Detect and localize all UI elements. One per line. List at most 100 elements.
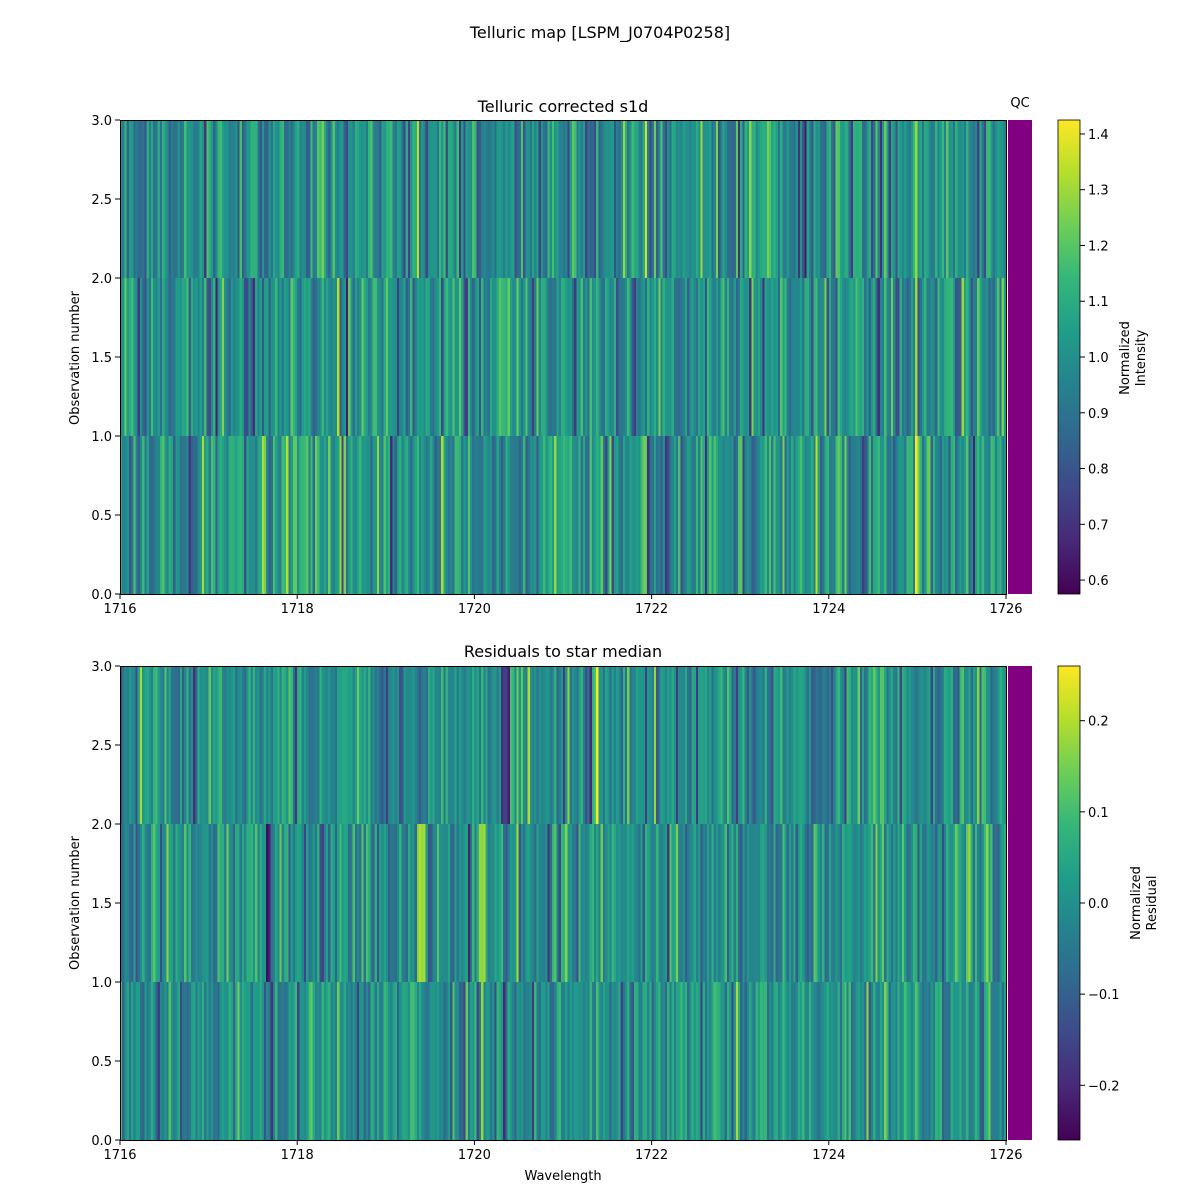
heatmap-cell xyxy=(890,278,894,436)
heatmap-cell xyxy=(556,436,559,594)
heatmap-cell xyxy=(137,436,141,594)
heatmap-cell xyxy=(374,982,378,1140)
heatmap-cell xyxy=(742,982,746,1140)
heatmap-cell xyxy=(822,824,825,982)
heatmap-cell xyxy=(436,666,440,824)
heatmap-cell xyxy=(213,824,216,982)
heatmap-cell xyxy=(226,982,229,1140)
heatmap-cell xyxy=(713,982,717,1140)
heatmap-cell xyxy=(977,120,980,278)
heatmap-cell xyxy=(317,436,320,594)
heatmap-cell xyxy=(195,666,198,824)
heatmap-cell xyxy=(217,982,221,1140)
heatmap-cell xyxy=(640,982,644,1140)
heatmap-cell xyxy=(352,982,356,1140)
heatmap-cell xyxy=(817,824,821,982)
heatmap-cell xyxy=(906,982,909,1140)
heatmap-cell xyxy=(924,120,927,278)
heatmap-cell xyxy=(474,824,478,982)
heatmap-cell xyxy=(292,824,296,982)
heatmap-cell xyxy=(292,278,296,436)
colorbar-tick-label: 0.6 xyxy=(1088,574,1109,589)
heatmap-cell xyxy=(199,824,203,982)
heatmap-cell xyxy=(631,278,635,436)
heatmap-cell xyxy=(653,120,657,278)
heatmap-cell xyxy=(822,436,825,594)
heatmap-cell xyxy=(527,278,531,436)
heatmap-cell xyxy=(146,120,150,278)
heatmap-cell xyxy=(698,120,701,278)
heatmap-cell xyxy=(396,666,400,824)
heatmap-cell xyxy=(345,278,349,436)
heatmap-cell xyxy=(281,278,285,436)
heatmap-cell xyxy=(660,436,664,594)
heatmap-cell xyxy=(808,278,812,436)
heatmap-cell xyxy=(955,436,958,594)
heatmap-cell xyxy=(447,824,451,982)
heatmap-cell xyxy=(350,120,353,278)
heatmap-cell xyxy=(416,436,420,594)
heatmap-cell xyxy=(483,824,486,982)
heatmap-cell xyxy=(512,982,515,1140)
heatmap-cell xyxy=(859,666,863,824)
heatmap-cell xyxy=(534,278,537,436)
heatmap-cell xyxy=(824,120,827,278)
heatmap-cell xyxy=(458,982,462,1140)
heatmap-cell xyxy=(888,436,892,594)
heatmap-cell xyxy=(188,120,192,278)
heatmap-cell xyxy=(441,436,444,594)
heatmap-cell xyxy=(904,436,907,594)
heatmap-cell xyxy=(403,120,407,278)
heatmap-cell xyxy=(465,436,469,594)
heatmap-cell xyxy=(372,278,376,436)
heatmap-cell xyxy=(549,436,553,594)
heatmap-cell xyxy=(500,982,504,1140)
heatmap-cell xyxy=(924,982,927,1140)
bottom-colorbar-label-line1: Normalized xyxy=(1129,866,1144,940)
heatmap-cell xyxy=(354,120,358,278)
heatmap-cell xyxy=(910,120,914,278)
heatmap-cell xyxy=(791,120,794,278)
heatmap-cell xyxy=(693,278,697,436)
heatmap-cell xyxy=(514,666,517,824)
heatmap-cell xyxy=(217,120,221,278)
heatmap-cell xyxy=(850,982,854,1140)
heatmap-cell xyxy=(687,666,690,824)
heatmap-cell xyxy=(822,666,825,824)
heatmap-cell xyxy=(660,982,664,1140)
heatmap-cell xyxy=(427,120,431,278)
heatmap-cell xyxy=(602,666,606,824)
heatmap-cell xyxy=(166,436,170,594)
heatmap-cell xyxy=(509,824,513,982)
heatmap-cell xyxy=(432,436,435,594)
heatmap-cell xyxy=(148,120,152,278)
heatmap-cell xyxy=(620,982,624,1140)
heatmap-cell xyxy=(961,120,965,278)
heatmap-cell xyxy=(828,824,832,982)
heatmap-cell xyxy=(893,278,896,436)
heatmap-cell xyxy=(862,824,865,982)
heatmap-cell xyxy=(764,278,768,436)
heatmap-cell xyxy=(935,666,938,824)
heatmap-cell xyxy=(465,824,469,982)
heatmap-cell xyxy=(737,436,741,594)
heatmap-cell xyxy=(321,278,325,436)
heatmap-cell xyxy=(684,824,688,982)
heatmap-cell xyxy=(159,982,163,1140)
heatmap-cell xyxy=(217,824,221,982)
heatmap-cell xyxy=(441,278,444,436)
heatmap-cell xyxy=(939,666,943,824)
heatmap-cell xyxy=(664,278,668,436)
heatmap-cell xyxy=(357,120,360,278)
heatmap-cell xyxy=(999,666,1002,824)
heatmap-cell xyxy=(605,436,608,594)
heatmap-cell xyxy=(228,666,232,824)
heatmap-cell xyxy=(414,120,418,278)
heatmap-cell xyxy=(948,982,952,1140)
heatmap-cell xyxy=(525,666,528,824)
heatmap-cell xyxy=(235,824,238,982)
heatmap-cell xyxy=(866,982,870,1140)
heatmap-cell xyxy=(928,666,932,824)
heatmap-cell xyxy=(456,982,460,1140)
heatmap-cell xyxy=(722,120,726,278)
